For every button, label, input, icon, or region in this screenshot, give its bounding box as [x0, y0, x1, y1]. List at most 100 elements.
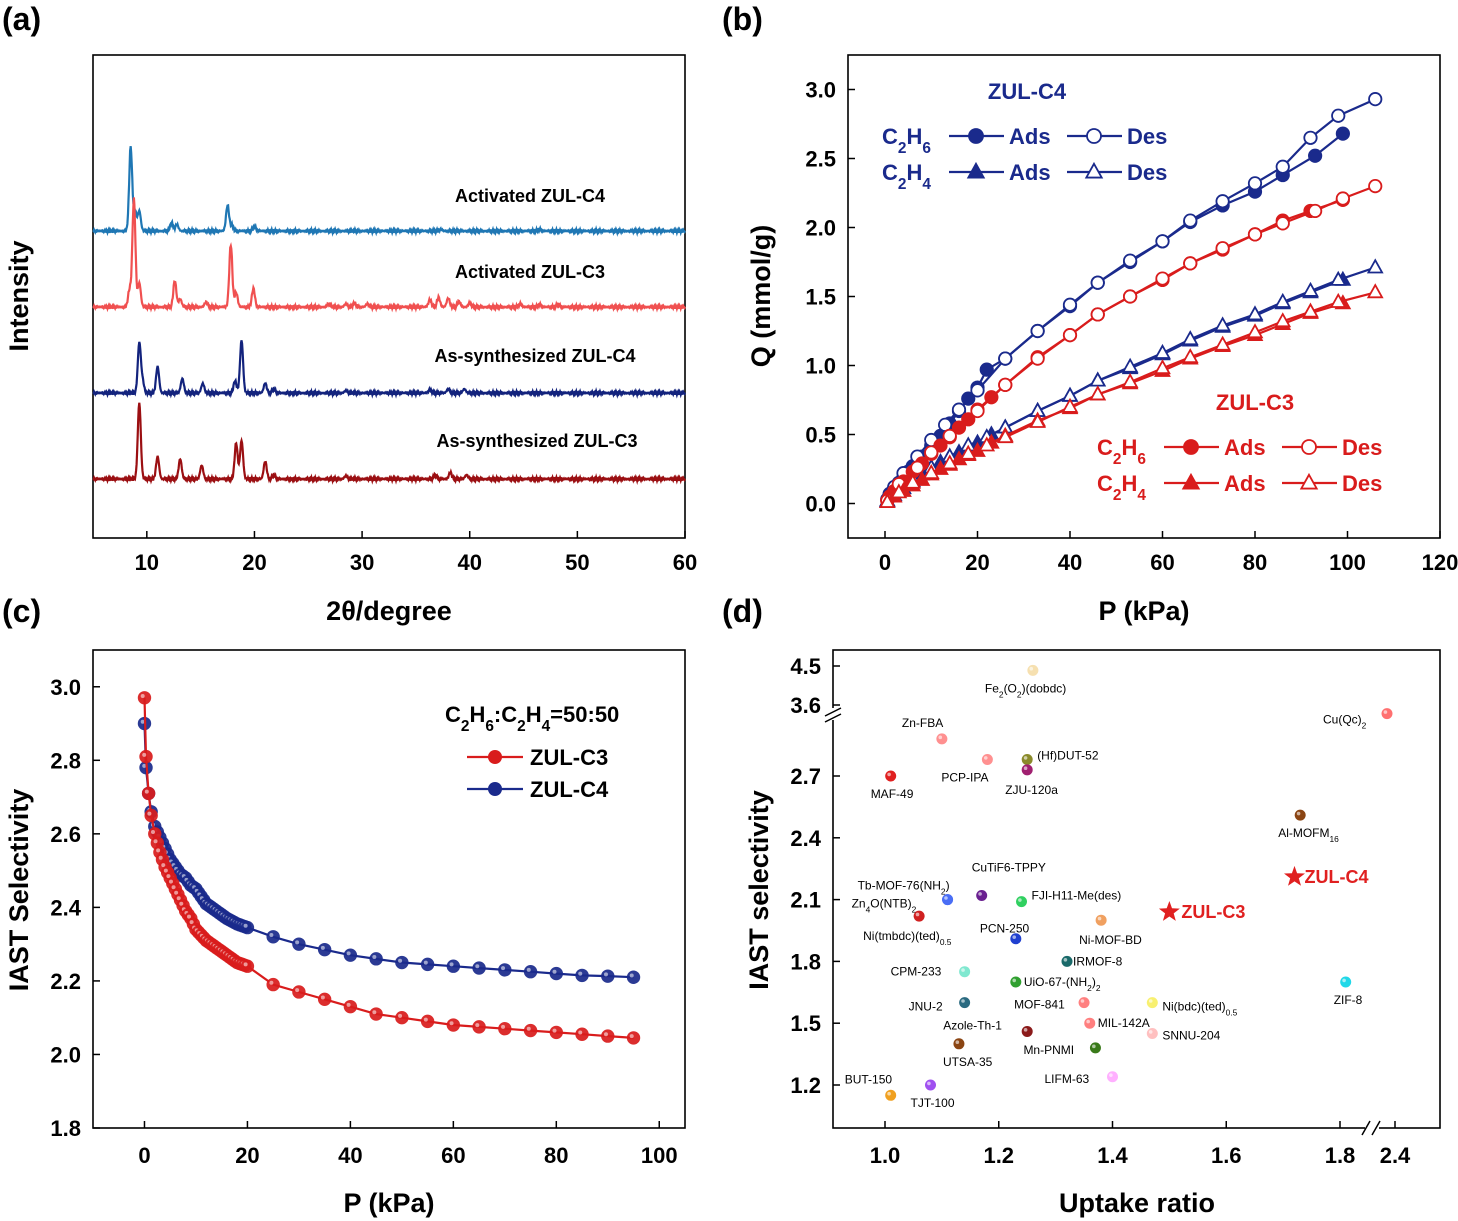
panel-b-marker: [1214, 335, 1231, 351]
text-span: (NH: [920, 879, 941, 893]
panel-d-point-label: LIFM-63: [1045, 1072, 1090, 1086]
panel-b-x-tick-label: 0: [879, 550, 891, 575]
panel-c-c4-point: [395, 955, 409, 970]
panel-b-marker: [1030, 351, 1045, 366]
text-span: 2: [461, 718, 470, 735]
panel-c-c4-point-highlight: [603, 972, 608, 977]
panel-c-c3-point-highlight: [142, 752, 147, 757]
panel-d-point-highlight: [887, 772, 891, 777]
panel-c-legend-label: ZUL-C4: [530, 777, 609, 802]
panel-a-label: (a): [2, 1, 41, 37]
panel-c-c3-point-highlight: [189, 920, 194, 925]
panel-a-x-tick-label: 30: [350, 550, 374, 575]
panel-b-marker: [1084, 161, 1104, 179]
panel-a-x-tick-label: 20: [242, 550, 266, 575]
panel-d-point-label: Zn-FBA: [902, 716, 943, 730]
text-span: 2: [1113, 487, 1122, 504]
panel-c-c3-point: [317, 992, 332, 1007]
panel-c-c3-point: [292, 985, 306, 999]
panel-a-x-tick-label: 40: [457, 550, 481, 575]
panel-b-y-tick-label: 3.0: [805, 78, 836, 103]
panel-c-c3-point-highlight: [320, 995, 325, 1000]
panel-c-y-axis-label: IAST Selectivity: [4, 789, 34, 992]
panel-b-legend-title: ZUL-C3: [1216, 390, 1294, 415]
panel-c-c3-point-highlight: [158, 855, 163, 860]
panel-c-c4-point-highlight: [449, 962, 454, 967]
panel-c-y-tick-label: 3.0: [50, 675, 81, 700]
panel-d-point-label: UiO-67-(NH2)2: [1024, 975, 1101, 993]
text-span: 2: [1362, 721, 1367, 731]
panel-d-point-label: Mn-PNMI: [1023, 1043, 1074, 1057]
panel-b-x-tick-label: 20: [965, 550, 989, 575]
panel-d-x-tick-label: 1.8: [1325, 1143, 1356, 1168]
panel-c-c4-point-highlight: [243, 923, 248, 928]
panel-c-c3-point-highlight: [449, 1021, 454, 1026]
panel-b-x-axis-label: P (kPa): [1098, 596, 1189, 626]
panel-a-xrd-trace: [92, 197, 687, 313]
panel-c-c3-point-highlight: [398, 1013, 403, 1018]
panel-c-c4-point: [420, 957, 435, 972]
panel-a-series-label: As-synthesized ZUL-C4: [434, 346, 635, 366]
panel-c-c3-point-highlight: [501, 1024, 506, 1029]
text-span: O(NTB): [870, 897, 911, 911]
panel-c-c3-point: [601, 1029, 615, 1043]
panel-c-c4-point-highlight: [140, 719, 145, 724]
panel-b-marker: [1329, 270, 1347, 286]
panel-d-point-label: TJT-100: [911, 1096, 955, 1110]
panel-d-point-highlight: [1023, 766, 1028, 771]
panel-b-label: (b): [722, 1, 763, 37]
text-span: (O: [1004, 681, 1017, 695]
text-span: 0.5: [940, 937, 952, 947]
text-span: =: [550, 702, 563, 727]
panel-b-marker: [998, 377, 1013, 392]
panel-c-c3-point: [240, 959, 255, 973]
panel-d-label: (d): [722, 593, 763, 629]
panel-b-marker: [979, 362, 994, 377]
panel-b-marker: [924, 445, 939, 460]
panel-c-c4-point-highlight: [423, 960, 428, 965]
panel-a-x-tick-label: 10: [135, 550, 159, 575]
panel-b-marker: [1155, 234, 1170, 249]
panel-d-y-tick-label: 2.7: [790, 764, 821, 789]
panel-d-point-label: PCP-IPA: [941, 771, 988, 785]
panel-d-point: [885, 770, 897, 782]
panel-b-marker: [941, 454, 959, 470]
text-span: 2: [941, 887, 946, 897]
panel-d-y-break: [824, 713, 842, 723]
panel-b-marker: [1121, 357, 1139, 373]
panel-c-c4-point: [472, 961, 486, 975]
panel-b-marker: [1181, 330, 1199, 346]
panel-b-marker: [1090, 275, 1105, 290]
panel-d-y-tick-label: 2.4: [790, 826, 821, 851]
panel-d-point: [1084, 1017, 1096, 1029]
panel-d-x-tick-label: 2.4: [1380, 1143, 1411, 1168]
panel-d-point: [1078, 997, 1090, 1009]
text-span: 4: [542, 718, 551, 735]
panel-d-point-label: IRMOF-8: [1073, 954, 1123, 968]
panel-d-point-highlight: [1012, 978, 1017, 983]
panel-d-point-highlight: [1080, 999, 1085, 1003]
panel-d-point-label: CuTiF6-TPPY: [972, 860, 1046, 874]
panel-c-legend-label: ZUL-C3: [530, 745, 608, 770]
panel-c-y-tick-label: 2.4: [50, 895, 81, 920]
panel-d-y-tick-label: 1.8: [790, 949, 821, 974]
text-span: C: [445, 702, 461, 727]
panel-d-point-highlight: [1148, 999, 1153, 1003]
text-span: H: [906, 160, 922, 185]
panel-b-marker: [1303, 130, 1318, 145]
panel-a-xrd: 10 20 30 40 50 60 2θ/degree Intensity Activated …: [4, 54, 697, 626]
text-span: 50: [563, 702, 587, 727]
panel-b-legend-title: ZUL-C4: [988, 79, 1067, 104]
panel-b-marker: [1302, 281, 1319, 297]
panel-d-point-highlight: [1383, 710, 1388, 714]
panel-b-marker: [904, 473, 922, 489]
panel-b-marker: [1062, 328, 1078, 343]
panel-c-c4-point: [369, 952, 383, 966]
panel-b-x-tick-label: 100: [1329, 550, 1366, 575]
text-span: 6: [485, 718, 494, 735]
panel-b-marker: [1183, 213, 1198, 228]
panel-c-y-tick-label: 2.8: [50, 748, 81, 773]
panel-b-legend-gas: C2H6: [882, 124, 931, 157]
text-span: Fe: [985, 681, 999, 695]
panel-c-c3-point-highlight: [140, 694, 145, 698]
